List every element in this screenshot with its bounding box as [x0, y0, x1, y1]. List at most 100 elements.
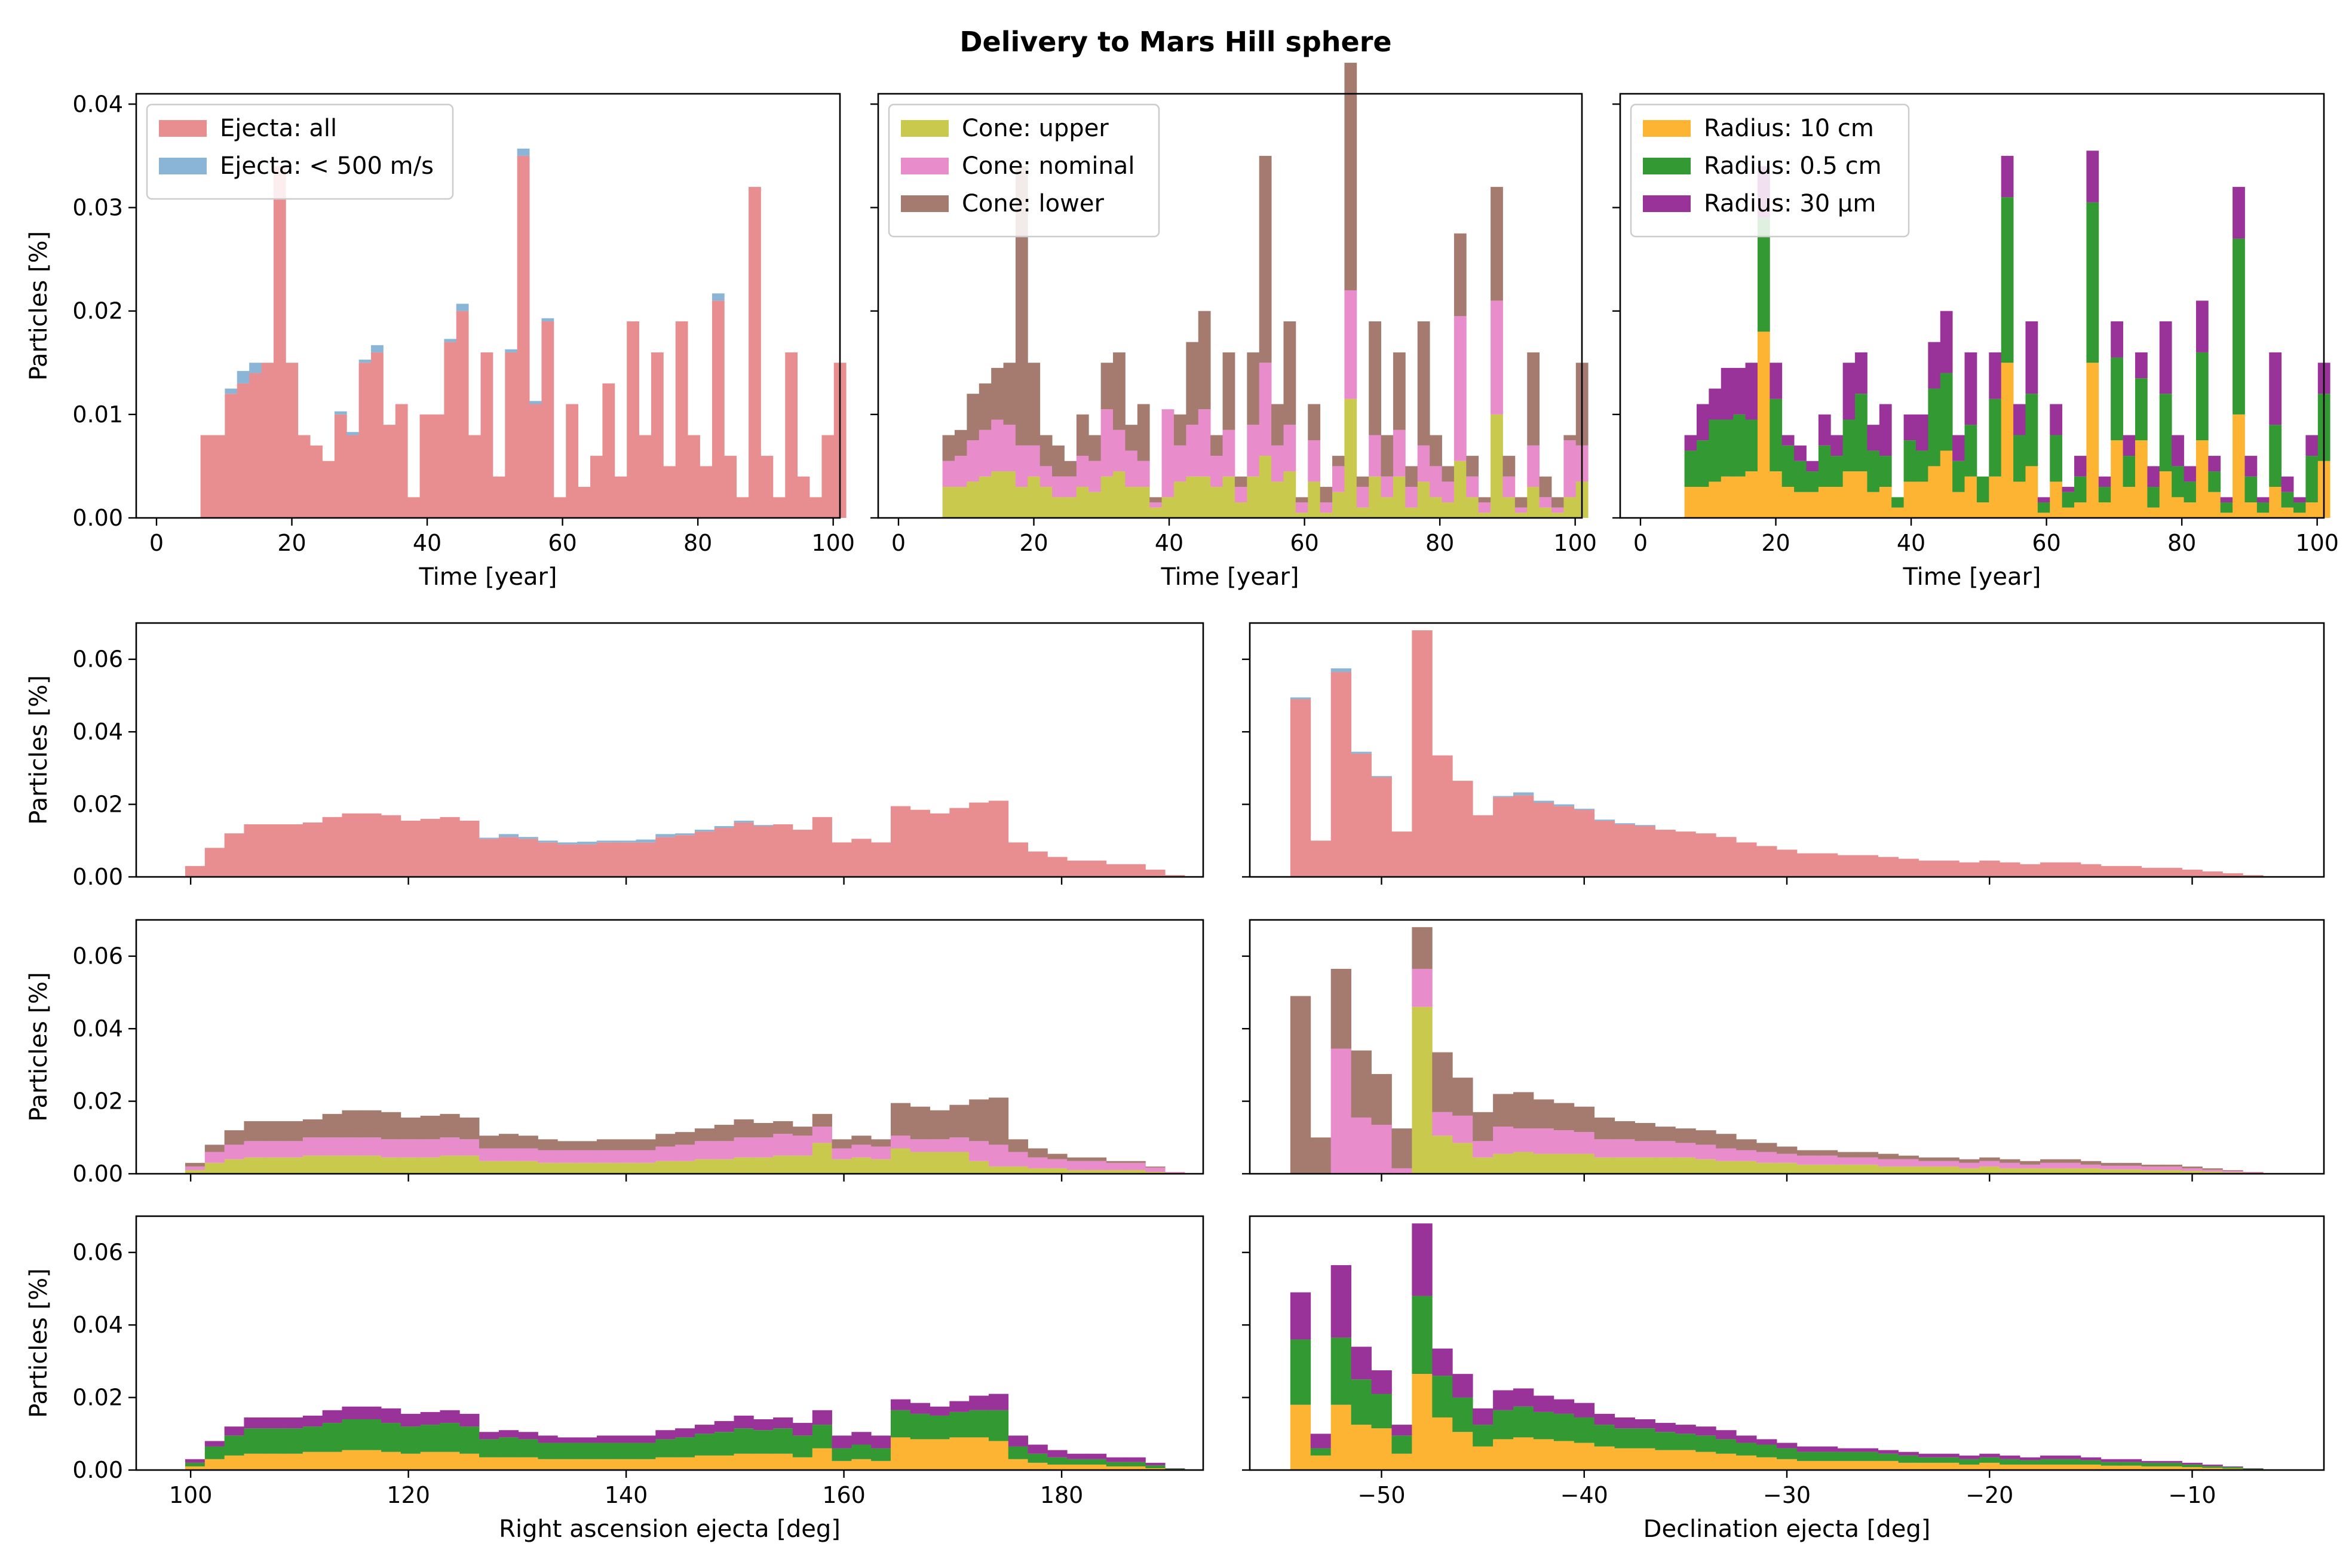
- ra-radius-xtick-label: 180: [1040, 1482, 1084, 1508]
- time-cone-series-bar: [1198, 311, 1211, 410]
- ra-cone-series-bar: [479, 1148, 499, 1161]
- time-ejecta-series-bar: [407, 497, 420, 518]
- ra-cone-series-bar: [988, 1166, 1009, 1174]
- time-cone-series-bar: [1527, 487, 1540, 518]
- time-radius-series-bar: [2086, 363, 2099, 518]
- ra-ejecta-series-bar: [596, 842, 617, 877]
- time-radius-series-bar: [2013, 435, 2026, 482]
- dec-cone-series-bar: [1330, 1048, 1352, 1174]
- time-radius-series-bar: [1794, 461, 1807, 492]
- ra-radius-series-bar: [812, 1425, 832, 1449]
- time-cone-series-bar: [1308, 404, 1321, 441]
- ra-radius-series-bar: [361, 1450, 382, 1470]
- dec-cone-series-bar: [1796, 1164, 1818, 1174]
- time-cone-series-bar: [1453, 316, 1467, 461]
- ra-cone-series-bar: [459, 1155, 480, 1174]
- time-ejecta-series-bar: [566, 404, 579, 518]
- dec-ejecta-series-bar: [1716, 837, 1737, 877]
- ra-cone-series-bar: [1126, 1170, 1146, 1174]
- ra-radius-series-bar: [302, 1452, 323, 1470]
- dec-ejecta-series-bar: [1594, 820, 1615, 821]
- time-ejecta-axes: 0 20 40 60 80 100 0.00 0.01 0.02 0.03 0.04 Time [ye…: [25, 91, 855, 591]
- dec-cone-series-bar: [2141, 1170, 2163, 1174]
- time-radius-series-bar: [1757, 332, 1770, 518]
- ra-cone-series-bar: [185, 1162, 206, 1167]
- dec-radius-series-bar: [2060, 1464, 2081, 1470]
- dec-cone-series-bar: [1837, 1164, 1859, 1174]
- ra-cone-series-bar: [283, 1157, 303, 1174]
- time-cone-series-bar: [1198, 476, 1211, 518]
- dec-cone-series-bar: [1493, 1153, 1514, 1174]
- time-cone-xtick-label: 40: [1155, 530, 1183, 556]
- dec-radius-series-bar: [2202, 1466, 2223, 1468]
- time-cone-series-bar: [1039, 435, 1053, 467]
- ra-radius-series-bar: [263, 1417, 284, 1429]
- time-radius-series-bar: [2098, 502, 2111, 518]
- dec-radius-series-bar: [1736, 1455, 1757, 1470]
- ra-cone-series-bar: [224, 1144, 244, 1159]
- time-cone-series-bar: [1539, 507, 1552, 518]
- ra-cone-series-bar: [832, 1148, 852, 1159]
- dec-radius-series-bar: [1594, 1425, 1615, 1447]
- time-cone-series-bar: [1308, 481, 1321, 518]
- time-ejecta-xtick-label: 20: [277, 530, 306, 556]
- dec-cone-series-bar: [1939, 1161, 1960, 1167]
- time-cone-series-bar: [1198, 409, 1211, 477]
- dec-radius-series-bar: [1796, 1460, 1818, 1470]
- ra-ejecta-series-bar: [283, 824, 303, 877]
- dec-cone-series-bar: [1979, 1157, 2000, 1161]
- time-cone-series-bar: [1210, 435, 1223, 456]
- ra-radius-series-bar: [204, 1441, 225, 1447]
- ra-radius-series-bar: [890, 1410, 911, 1438]
- ra-radius-series-bar: [910, 1413, 930, 1440]
- time-ejecta-series-bar: [712, 293, 725, 301]
- ra-cone-series-bar: [1145, 1171, 1166, 1174]
- ra-ejecta-series-bar: [263, 824, 284, 877]
- ra-radius-series-bar: [1008, 1435, 1028, 1447]
- ra-ejecta-series-bar: [910, 809, 930, 877]
- time-ejecta-series-bar: [529, 404, 542, 518]
- dec-radius-series-bar: [2100, 1462, 2122, 1466]
- ra-radius-series-bar: [675, 1437, 695, 1457]
- ra-ejecta-series-bar: [322, 817, 342, 877]
- time-ejecta-series-bar: [614, 476, 627, 518]
- time-cone-xtick-label: 100: [1553, 530, 1597, 556]
- ra-radius-xtick-label: 100: [169, 1482, 213, 1508]
- dec-cone-series-bar: [2182, 1171, 2203, 1174]
- ra-cone-series-bar: [342, 1137, 362, 1156]
- ra-cone-frame: [135, 919, 1204, 1175]
- ra-cone-series-bar: [361, 1110, 382, 1138]
- dec-cone-series-bar: [1310, 1137, 1332, 1174]
- dec-radius-series-bar: [1594, 1413, 1615, 1425]
- time-cone-series-bar: [1514, 513, 1528, 518]
- ra-cone-series-bar: [773, 1134, 793, 1156]
- dec-radius-series-bar: [1898, 1462, 1919, 1470]
- dec-radius-series-bar: [1330, 1337, 1352, 1405]
- dec-cone-series-bar: [1614, 1121, 1635, 1140]
- ra-radius-series: [185, 1394, 1185, 1470]
- time-cone-series-bar: [1125, 487, 1138, 518]
- ra-cone-series-bar: [283, 1121, 303, 1142]
- dec-ejecta-series-bar: [2100, 866, 2122, 877]
- time-radius-series-bar: [1818, 414, 1831, 446]
- time-radius-series-bar: [2159, 394, 2172, 472]
- dec-cone-series-bar: [1553, 1153, 1575, 1174]
- ra-cone-series-bar: [988, 1144, 1009, 1167]
- time-cone-xlabel: Time [year]: [1160, 563, 1299, 591]
- ra-radius-series-bar: [792, 1457, 813, 1470]
- dec-radius-series-bar: [1918, 1453, 1939, 1457]
- time-ejecta-series-bar: [809, 497, 822, 518]
- ra-cone-series-bar: [753, 1137, 774, 1158]
- time-radius-xtick-label: 40: [1897, 530, 1925, 556]
- dec-radius-series-bar: [1817, 1460, 1838, 1470]
- time-ejecta-series-bar: [334, 411, 347, 415]
- time-radius-series-bar: [1928, 388, 1941, 467]
- dec-cone-series-bar: [1351, 1050, 1372, 1118]
- dec-ejecta-series-bar: [1594, 820, 1615, 877]
- time-ejecta-series-bar: [529, 401, 542, 404]
- dec-cone-series-bar: [1533, 1099, 1554, 1129]
- dec-cone-series-bar: [2040, 1159, 2061, 1163]
- ra-cone-series-bar: [204, 1144, 225, 1152]
- dec-radius-series-bar: [1939, 1462, 1960, 1470]
- dec-cone-series-bar: [1756, 1152, 1777, 1163]
